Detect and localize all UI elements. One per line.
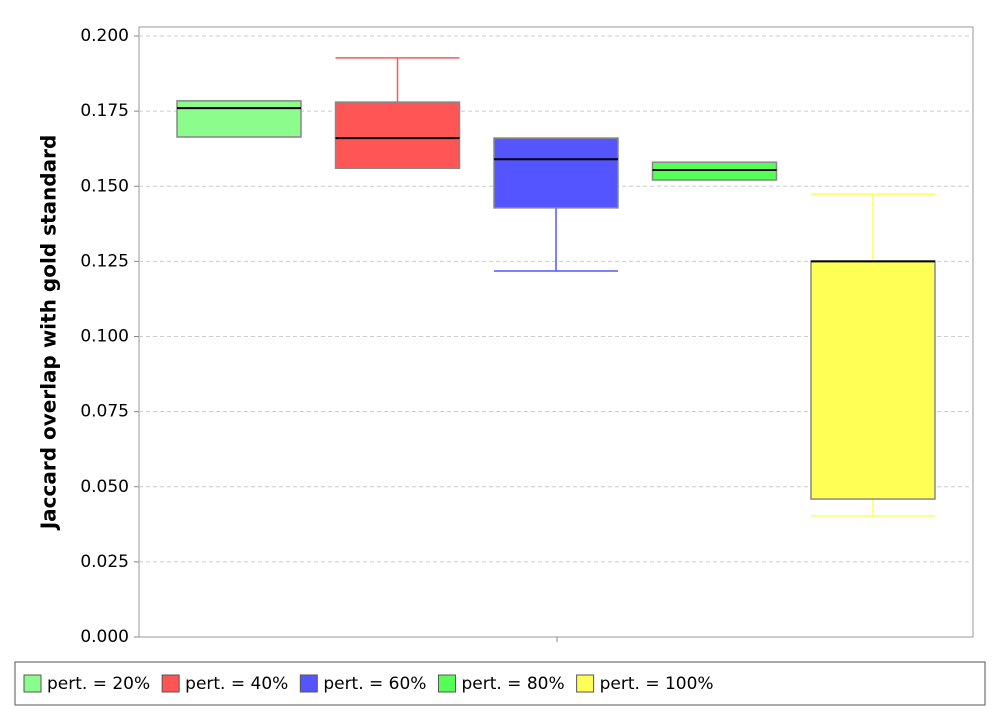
legend-swatch [437,674,456,693]
legend-swatch [23,674,42,693]
y-tick-label: 0.000 [80,627,129,647]
legend-label: pert. = 20% [47,674,150,694]
legend-label: pert. = 80% [461,674,564,694]
y-tick-label: 0.175 [80,101,129,121]
y-tick-label: 0.075 [80,402,129,422]
box [651,161,778,181]
box [493,137,619,209]
box [176,100,302,138]
legend-swatch [161,674,180,693]
legend-swatch [576,674,595,693]
legend-swatch [299,674,318,693]
box [810,260,936,500]
y-tick-label: 0.025 [80,552,129,572]
y-tick-label: 0.200 [80,26,129,46]
legend-label: pert. = 100% [600,674,714,694]
y-axis-label: Jaccard overlap with gold standard [37,135,61,532]
y-tick-label: 0.150 [80,176,129,196]
box [334,101,461,169]
legend-label: pert. = 60% [323,674,426,694]
y-tick-label: 0.125 [80,251,129,271]
y-tick-label: 0.100 [80,327,129,347]
legend-label: pert. = 40% [185,674,288,694]
y-tick-label: 0.050 [80,477,129,497]
